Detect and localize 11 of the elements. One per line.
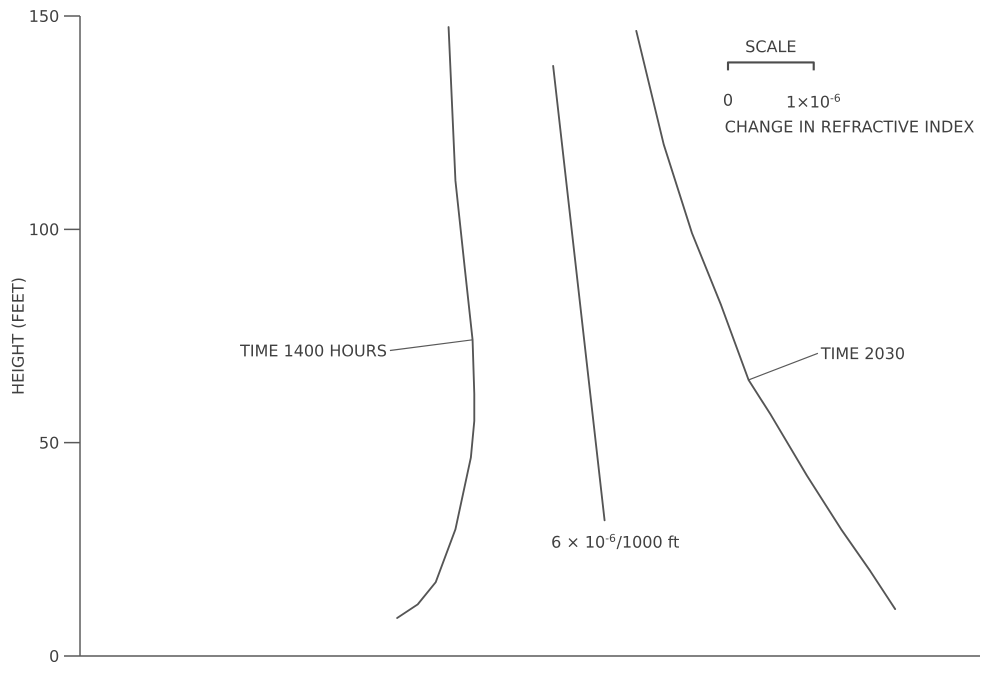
annotation: 6 × 10$^{-6}$/1000 ft: [552, 534, 679, 550]
annotation: TIME 2030: [820, 347, 904, 360]
y-tick-label: 100: [30, 223, 58, 236]
annotation: TIME 1400 HOURS: [240, 344, 386, 357]
x-axis-title: CHANGE IN REFRACTIVE INDEX: [726, 120, 974, 133]
y-tick-label: 150: [30, 10, 58, 22]
y-tick-label: 0: [50, 650, 58, 662]
x-tick-label: 1×10$^{-6}$: [788, 94, 840, 108]
y-tick-label: 50: [40, 436, 58, 449]
y-axis-title: HEIGHT (FEET): [12, 278, 26, 394]
annotation: SCALE: [746, 40, 796, 52]
